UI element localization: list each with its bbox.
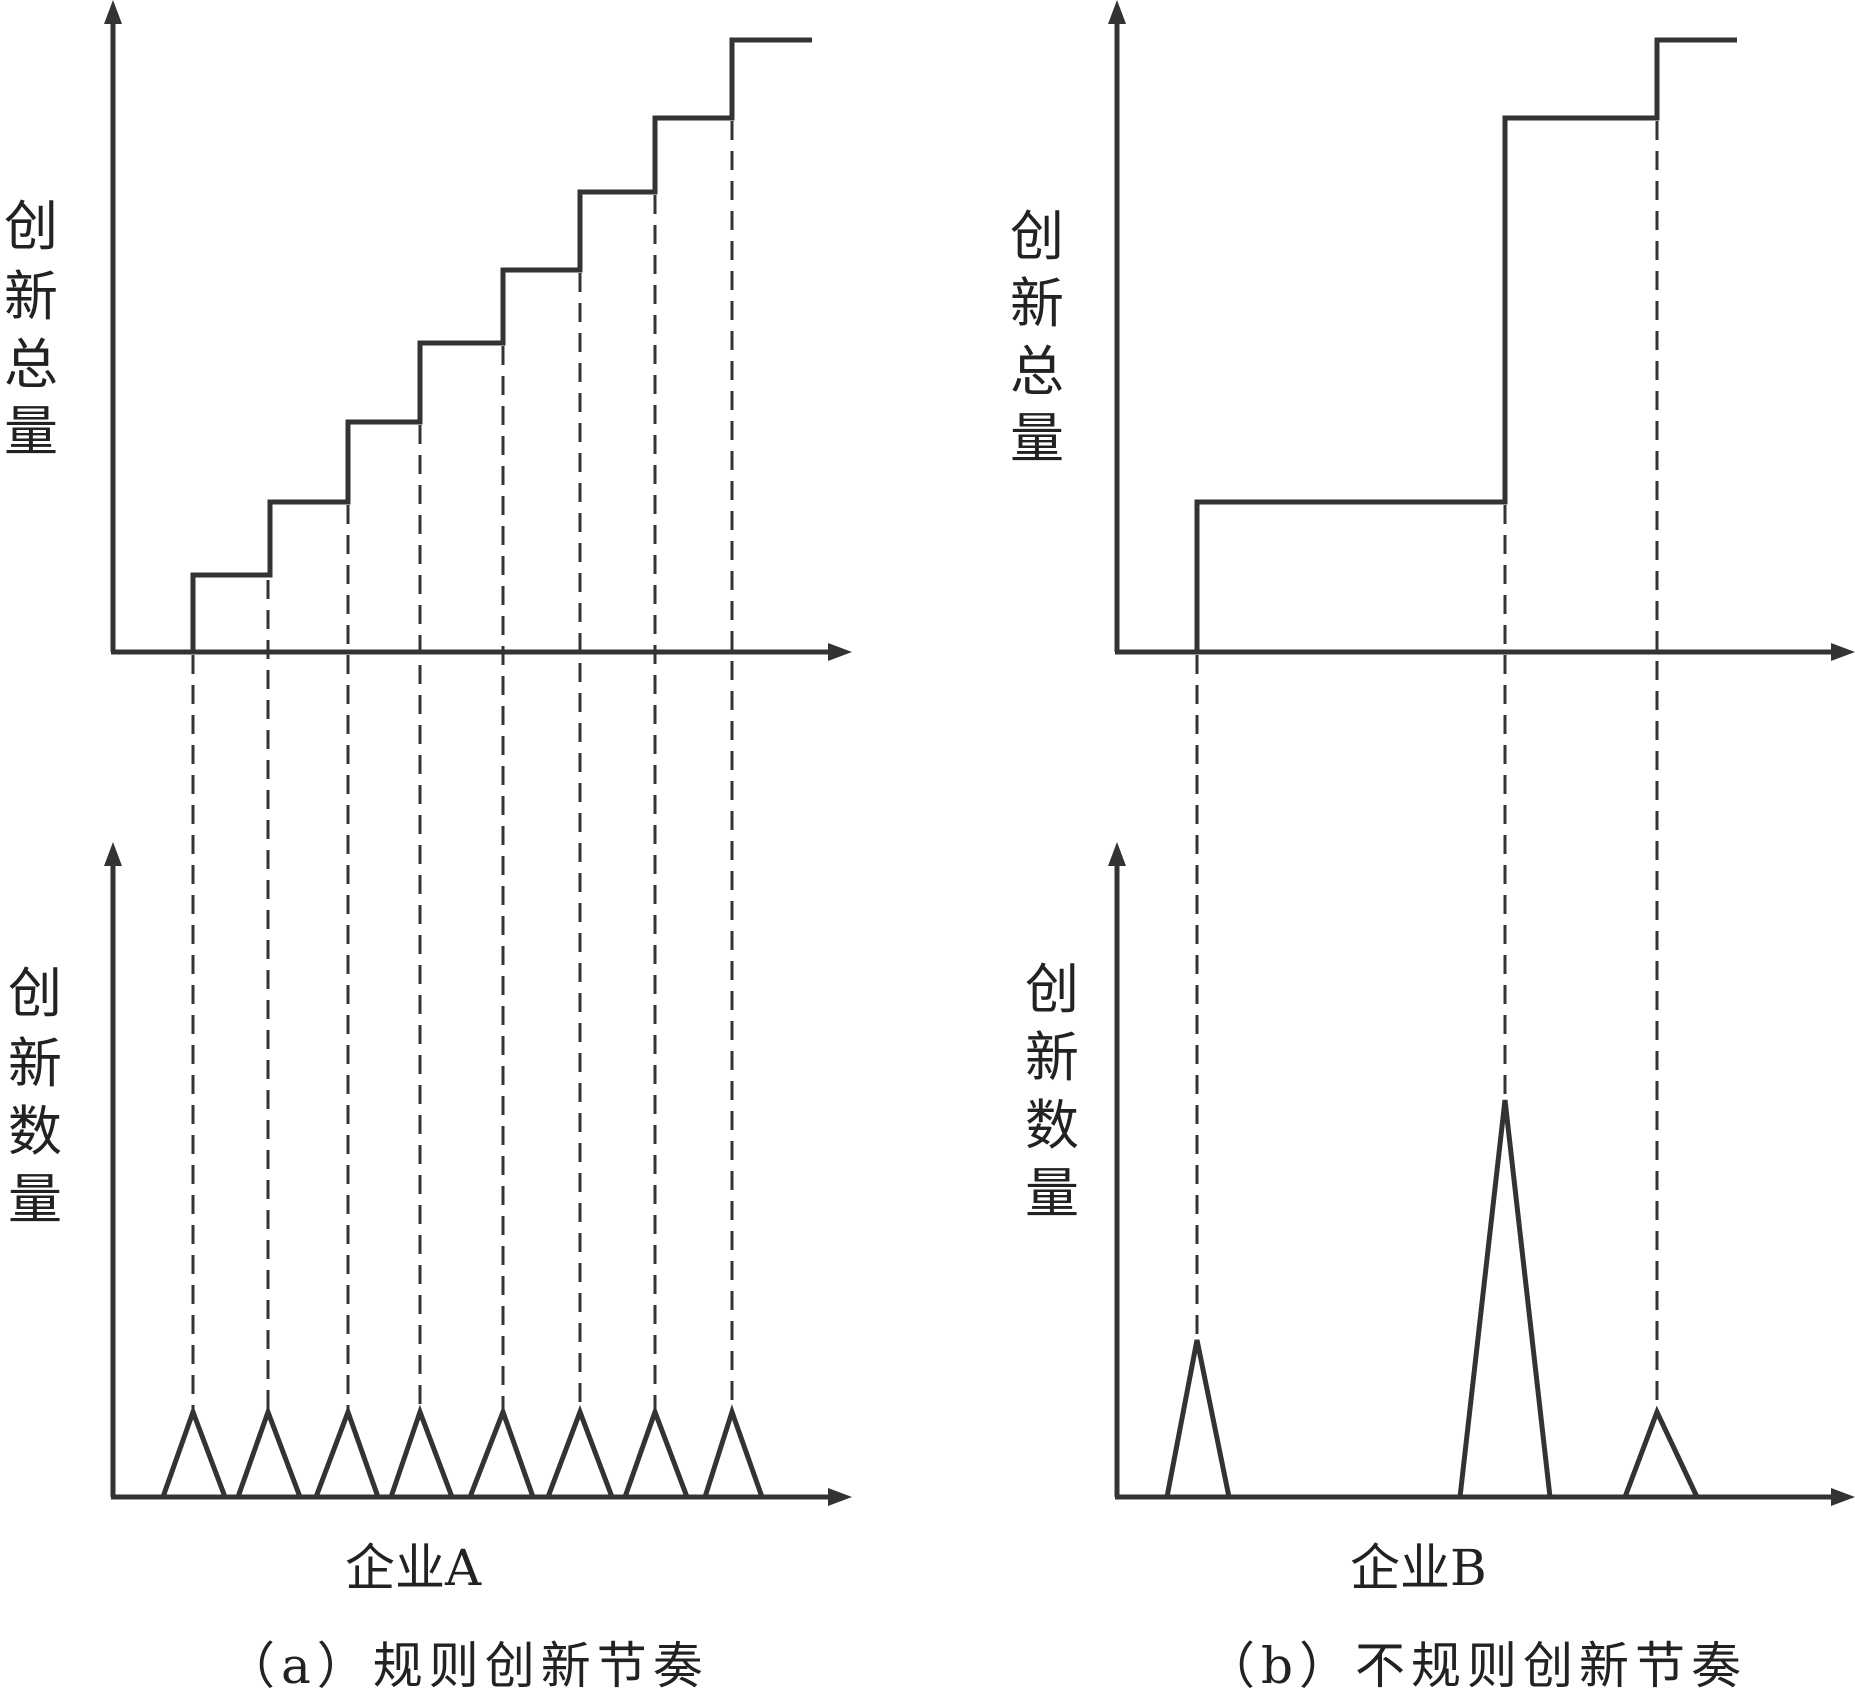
panel-a-bottom-ylabel-char-1: 创 bbox=[8, 962, 62, 1025]
panel-a-top-ylabel-char-2: 新 bbox=[4, 265, 58, 328]
panel-a-top-x-arrow bbox=[828, 643, 852, 661]
panel-a-bottom-ylabel-char-2: 新 bbox=[8, 1032, 62, 1095]
panel-a-peak bbox=[545, 1404, 615, 1498]
panel-b-peak-small bbox=[1164, 1339, 1232, 1498]
panel-a-top-axes bbox=[104, 0, 852, 661]
panel-b-bottom-ylabel-char-2: 新 bbox=[1025, 1026, 1079, 1089]
panel-a-bottom-ylabel-char-3: 数 bbox=[8, 1100, 62, 1163]
panel-a-caption: （a）规则创新节奏 bbox=[225, 1637, 709, 1690]
panel-a-company-label: 企业A bbox=[345, 1539, 482, 1597]
panel-b-peak-smallest bbox=[1622, 1405, 1700, 1499]
panel-b-top-x-arrow bbox=[1831, 643, 1855, 661]
panel-b: 创 新 总 量 创 新 数 量 bbox=[1010, 0, 1855, 1690]
panel-a-peak bbox=[388, 1404, 455, 1498]
panel-b-top-ylabel-char-2: 新 bbox=[1010, 272, 1064, 335]
panel-b-top-axes bbox=[1108, 0, 1855, 661]
panel-b-bottom-x-arrow bbox=[1831, 1488, 1855, 1506]
panel-b-top-ylabel: 创 新 总 量 bbox=[1010, 205, 1064, 470]
panel-a-peak bbox=[467, 1404, 536, 1498]
panel-b-bottom-ylabel-char-4: 量 bbox=[1025, 1162, 1079, 1225]
panel-b-bottom-ylabel-char-1: 创 bbox=[1025, 958, 1079, 1021]
panel-b-peak-large bbox=[1457, 1099, 1553, 1498]
panel-a-bottom-ylabel: 创 新 数 量 bbox=[8, 962, 62, 1231]
panel-a-top-ylabel-char-3: 总 bbox=[4, 333, 58, 396]
panel-a-peak bbox=[160, 1404, 228, 1498]
panel-a-top-ylabel: 创 新 总 量 bbox=[4, 195, 58, 463]
panel-b-top-ylabel-char-4: 量 bbox=[1010, 407, 1064, 470]
panel-a-cumulative-staircase bbox=[190, 37, 812, 652]
panel-a-peak bbox=[235, 1404, 303, 1498]
panel-b-top-ylabel-char-3: 总 bbox=[1010, 340, 1064, 403]
panel-b-innovation-peaks bbox=[1164, 1099, 1700, 1499]
panel-a-bottom-y-arrow bbox=[104, 842, 122, 866]
panel-a-peak bbox=[313, 1404, 381, 1498]
panel-a-peak bbox=[702, 1404, 765, 1498]
panel-b-company-label: 企业B bbox=[1350, 1539, 1487, 1597]
panel-b-cumulative-staircase bbox=[1194, 37, 1737, 652]
panel-a-bottom-ylabel-char-4: 量 bbox=[8, 1168, 62, 1231]
panel-b-top-y-arrow bbox=[1108, 0, 1126, 24]
panel-b-bottom-axes bbox=[1108, 842, 1855, 1506]
panel-a-bottom-axes bbox=[104, 842, 852, 1506]
panel-a-top-ylabel-char-4: 量 bbox=[4, 400, 58, 463]
panel-a-innovation-peaks bbox=[160, 1404, 765, 1498]
panel-b-bottom-ylabel-char-3: 数 bbox=[1025, 1094, 1079, 1157]
panel-b-top-ylabel-char-1: 创 bbox=[1010, 205, 1064, 268]
panel-a-bottom-x-arrow bbox=[828, 1488, 852, 1506]
panel-b-bottom-ylabel: 创 新 数 量 bbox=[1025, 958, 1079, 1225]
panel-a: 创 新 总 量 bbox=[4, 0, 852, 1690]
panel-a-top-ylabel-char-1: 创 bbox=[4, 195, 58, 258]
panel-a-dashed-connectors bbox=[191, 121, 734, 1412]
panel-b-dashed-connectors bbox=[1195, 121, 1659, 1412]
panel-a-peak bbox=[622, 1404, 690, 1498]
panel-b-bottom-y-arrow bbox=[1108, 842, 1126, 866]
panel-b-caption: （b）不规则创新节奏 bbox=[1205, 1637, 1747, 1690]
panel-a-top-y-arrow bbox=[104, 0, 122, 24]
